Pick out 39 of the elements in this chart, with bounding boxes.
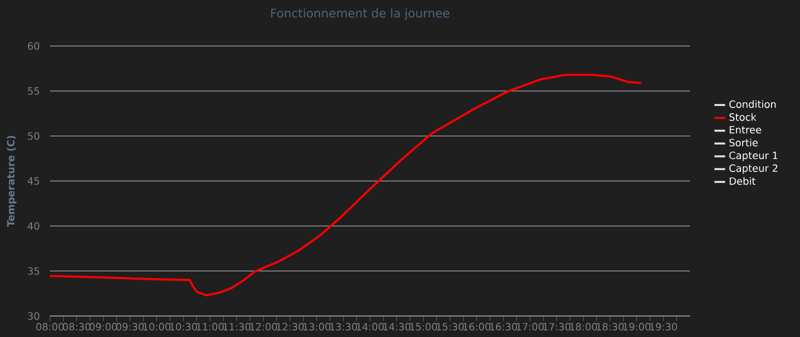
chart-title: Fonctionnement de la journee [271, 8, 450, 20]
x-tick-label: 15:00 [410, 322, 438, 330]
x-tick-label: 12:00 [250, 322, 278, 330]
x-tick-label: 18:30 [596, 322, 624, 330]
legend-label: Capteur 1 [729, 152, 778, 162]
line-series [50, 74, 642, 296]
x-tick-label: 19:00 [623, 322, 650, 330]
y-tick-label: 45 [28, 177, 40, 185]
legend-label: Stock [729, 113, 756, 121]
x-tick-label: 11:30 [223, 322, 250, 330]
y-tick-label: 50 [28, 132, 40, 140]
y-tick-label: 55 [28, 87, 40, 95]
x-tick-label: 12:30 [276, 322, 304, 330]
x-tick-label: 18:00 [570, 322, 598, 330]
x-tick-label: 14:00 [356, 322, 384, 330]
x-tick-label: 10:00 [143, 322, 170, 330]
x-tick-label: 16:30 [490, 322, 518, 330]
y-axis-title: Temperature (C) [6, 136, 16, 227]
y-tick-label: 30 [28, 312, 40, 320]
x-tick-label: 14:30 [383, 322, 410, 330]
x-tick-label: 13:00 [303, 322, 330, 330]
x-tick-label: 13:30 [330, 322, 358, 330]
x-tick-label: 09:30 [116, 322, 144, 330]
x-tick-label: 08:00 [36, 322, 64, 330]
legend-label: Sortie [729, 138, 758, 146]
legend-label: Capteur 2 [729, 164, 778, 174]
legend-label: Condition [729, 100, 776, 108]
y-tick-label: 40 [28, 222, 40, 230]
x-tick-label: 10:30 [170, 322, 198, 330]
legend-label: Entree [730, 126, 762, 134]
x-tick-label: 17:00 [516, 322, 544, 330]
legend-label: Debit [730, 177, 756, 185]
x-tick-label: 16:00 [463, 322, 490, 330]
x-tick-label: 15:30 [436, 322, 464, 330]
y-tick-label: 60 [28, 42, 40, 50]
x-tick-label: 19:30 [650, 322, 678, 330]
x-tick-label: 11:00 [196, 322, 224, 330]
x-tick-label: 17:30 [543, 322, 570, 330]
y-tick-label: 35 [28, 267, 40, 275]
